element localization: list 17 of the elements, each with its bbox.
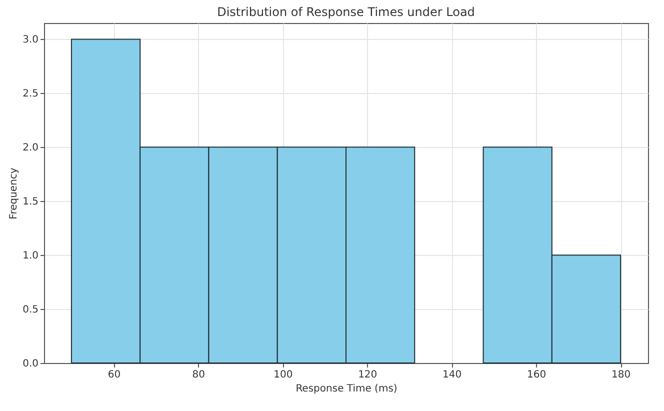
- y-tick-label: 1.5: [22, 196, 38, 208]
- y-tick-label: 2.5: [22, 88, 38, 100]
- y-tick-label: 2.0: [22, 142, 38, 154]
- x-tick-label: 140: [442, 370, 462, 380]
- x-tick-label: 80: [192, 370, 206, 380]
- x-tick-label: 120: [358, 370, 378, 380]
- x-tick-label: 180: [612, 370, 631, 380]
- y-tick-label: 0.0: [22, 358, 38, 370]
- x-tick-label: 160: [527, 370, 546, 380]
- x-axis-title: Response Time (ms): [296, 384, 398, 394]
- chart-title: Distribution of Response Times under Load: [217, 5, 475, 19]
- y-tick-label: 0.5: [22, 304, 38, 316]
- y-tick-label: 3.0: [22, 34, 38, 46]
- y-axis-title: Frequency: [8, 168, 20, 220]
- x-tick-label: 60: [108, 370, 121, 380]
- y-tick-label: 1.0: [22, 250, 38, 262]
- x-tick-label: 100: [274, 370, 293, 380]
